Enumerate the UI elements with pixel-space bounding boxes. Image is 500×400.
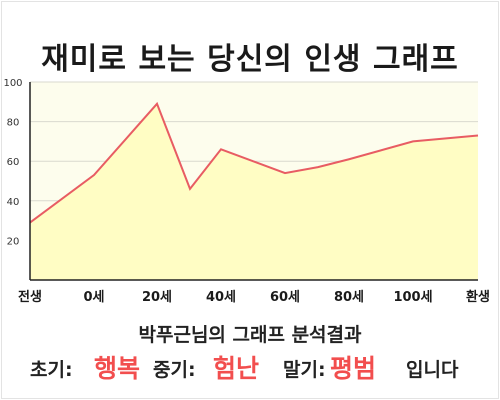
x-tick-label: 40세: [206, 290, 236, 305]
result-summary: 초기: 행복 중기: 험난 말기: 평범 입니다: [0, 348, 500, 383]
x-tick-label: 0세: [83, 290, 104, 305]
y-tick-label: 80: [7, 118, 20, 129]
early-label: 초기:: [30, 359, 73, 381]
y-tick-label: 100: [3, 78, 22, 89]
middle-value: 험난: [213, 354, 260, 383]
x-tick-label: 20세: [142, 290, 172, 305]
y-tick-label: 60: [7, 157, 20, 168]
suffix-text: 입니다: [406, 359, 459, 381]
late-value: 평범: [330, 354, 377, 383]
x-tick-label: 60세: [270, 290, 300, 305]
late-label: 말기:: [283, 359, 326, 381]
x-tick-label: 환생: [466, 289, 490, 305]
result-title: 박푸근님의 그래프 분석결과: [138, 324, 362, 346]
x-tick-label: 100세: [393, 290, 432, 305]
y-axis-ticks: 20 40 60 80 100: [3, 78, 22, 247]
area-fill: [30, 103, 478, 280]
page-title: 재미로 보는 당신의 인생 그래프: [41, 42, 459, 77]
y-tick-label: 20: [7, 236, 20, 247]
x-tick-label: 80세: [334, 290, 364, 305]
x-axis-ticks: 전생 0세 20세 40세 60세 80세 100세 환생: [18, 289, 490, 305]
middle-label: 중기:: [153, 359, 196, 381]
y-tick-label: 40: [7, 197, 20, 208]
series-line: [29, 101, 479, 224]
x-tick-label: 전생: [18, 289, 42, 305]
early-value: 행복: [94, 354, 141, 383]
